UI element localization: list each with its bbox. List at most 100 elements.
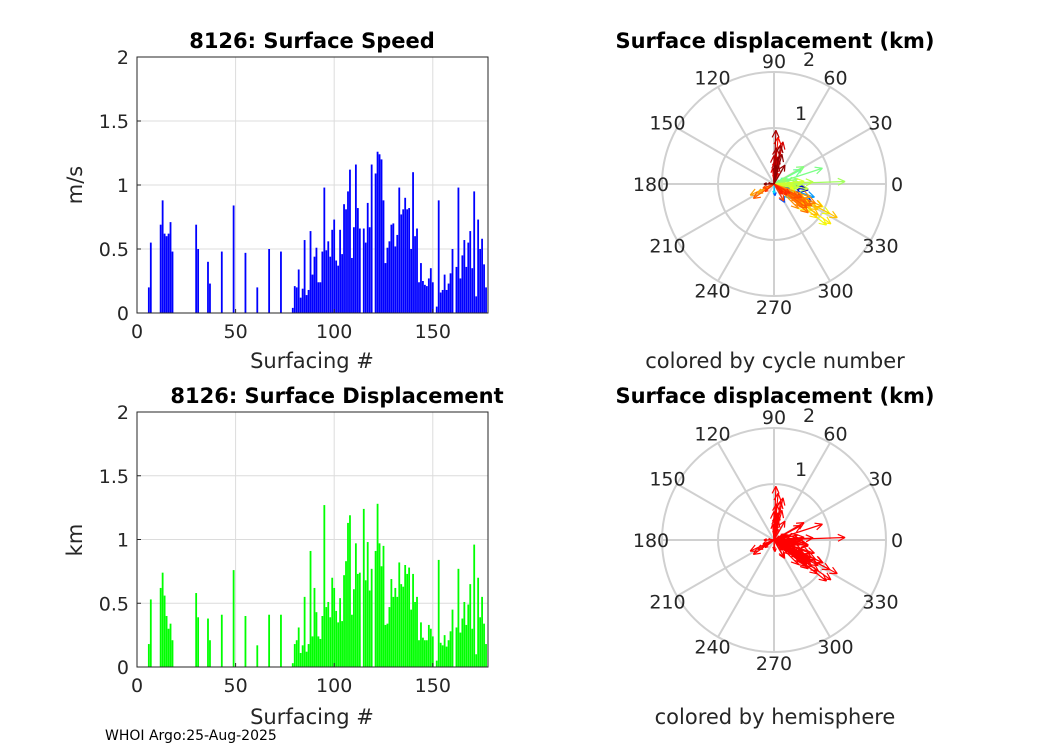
bar xyxy=(356,208,359,313)
theta-tick-label: 330 xyxy=(862,592,898,614)
bar xyxy=(165,616,168,667)
arrow-head xyxy=(771,485,777,494)
theta-tick-label: 210 xyxy=(649,236,685,258)
arrow-shaft xyxy=(773,164,777,185)
bar xyxy=(345,209,347,313)
bar xyxy=(366,542,369,667)
bar xyxy=(197,249,200,313)
bar xyxy=(380,159,383,313)
bar xyxy=(351,614,353,667)
arrow-head xyxy=(786,544,791,550)
bar xyxy=(374,173,377,313)
bar xyxy=(333,587,336,667)
bar xyxy=(325,607,328,667)
bar xyxy=(416,596,418,667)
arrow-head xyxy=(837,536,846,542)
arrow-head xyxy=(818,222,827,226)
bar xyxy=(441,289,444,313)
bar xyxy=(315,612,318,667)
arrow-head xyxy=(837,177,846,183)
theta-tick-label: 30 xyxy=(868,469,892,491)
bar xyxy=(378,154,381,313)
arrow-shaft xyxy=(773,164,786,185)
arrow-head xyxy=(753,552,761,556)
x-tick-label: 150 xyxy=(415,321,451,343)
bar xyxy=(368,590,371,667)
arrow-head xyxy=(816,199,823,207)
bar xyxy=(339,229,342,313)
speed-x-label: Surfacing # xyxy=(250,349,374,373)
arrow-head xyxy=(796,536,805,542)
bar xyxy=(447,283,450,313)
bar xyxy=(220,614,223,667)
bar xyxy=(388,607,391,667)
bar xyxy=(396,596,399,667)
bar xyxy=(388,241,391,313)
bar xyxy=(280,251,282,313)
arrow-head xyxy=(769,155,775,163)
polar-cycle-caption: colored by cycle number xyxy=(645,349,905,373)
arrow-head xyxy=(837,533,846,539)
bar xyxy=(402,586,405,667)
theta-tick-label: 150 xyxy=(649,469,685,491)
bar xyxy=(463,240,466,313)
displacement-x-label: Surfacing # xyxy=(250,705,374,729)
bar xyxy=(378,543,381,667)
bar xyxy=(451,609,454,667)
bar xyxy=(349,515,351,667)
arrow-head xyxy=(776,153,783,161)
arrow-head xyxy=(773,546,776,550)
arrow-shaft xyxy=(773,154,783,185)
displacement-arrow xyxy=(772,164,779,185)
arrow-head xyxy=(790,187,799,191)
arrow-head xyxy=(780,501,784,510)
bar xyxy=(481,596,483,667)
arrow-head xyxy=(826,572,832,581)
bar xyxy=(370,164,373,313)
bar xyxy=(159,224,162,313)
bar xyxy=(384,263,387,313)
arrow-head xyxy=(799,522,805,530)
bar xyxy=(337,265,340,313)
bar xyxy=(299,652,302,667)
bar xyxy=(439,292,442,313)
bar xyxy=(195,224,198,313)
bar xyxy=(207,618,209,667)
arrow-shaft xyxy=(773,510,783,541)
bar xyxy=(418,282,420,313)
arrow-head xyxy=(775,145,782,153)
polar-cycle-chart: 0 30 60 90 120 150 180 210 240 270 300 330 1 2 xyxy=(633,49,903,319)
theta-tick-label: 240 xyxy=(694,637,730,659)
bar xyxy=(425,640,428,667)
arrow-head xyxy=(837,180,846,186)
displacement-arrow xyxy=(773,183,784,195)
x-tick-label: 50 xyxy=(224,675,248,697)
bar xyxy=(280,614,282,667)
arrow-head xyxy=(804,191,811,198)
bar xyxy=(370,568,373,667)
arrow-head xyxy=(770,524,774,529)
arrow-head xyxy=(790,176,798,180)
arrow-head xyxy=(774,548,777,552)
arrow-head xyxy=(790,543,799,547)
arrow-head xyxy=(799,166,805,174)
speed-y-label: m/s xyxy=(63,166,87,204)
arrow-head xyxy=(775,501,782,509)
bar xyxy=(339,598,342,667)
arrow-head xyxy=(780,145,784,154)
bar xyxy=(331,577,334,667)
bar xyxy=(311,274,314,313)
bar xyxy=(317,282,320,313)
arrow-head xyxy=(805,534,814,539)
displacement-arrow xyxy=(773,166,805,185)
bar xyxy=(473,191,476,313)
arrow-head xyxy=(775,520,779,527)
bar xyxy=(469,231,472,313)
bar xyxy=(420,263,422,313)
bar xyxy=(195,593,198,667)
theta-tick-label: 180 xyxy=(633,174,669,196)
theta-tick-label: 330 xyxy=(862,236,898,258)
arrow-head xyxy=(779,554,785,559)
bar xyxy=(465,624,468,667)
